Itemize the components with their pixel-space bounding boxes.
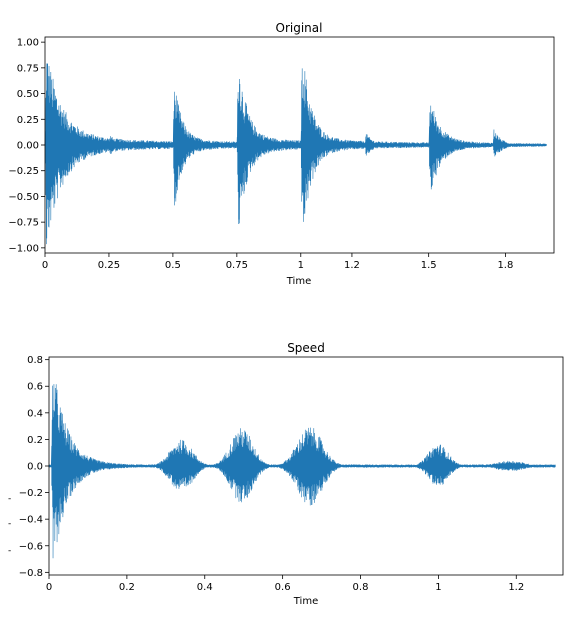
x-tick-label: 0.8 — [353, 582, 369, 593]
x-tick-label: 0 — [46, 582, 52, 593]
x-tick-label: 1.5 — [421, 260, 437, 271]
x-tick-label: 0.4 — [197, 582, 213, 593]
waveform-line — [48, 384, 556, 559]
y-tick-label: −0.2 — [19, 488, 43, 499]
x-tick-label: 0.6 — [275, 582, 291, 593]
y-tick-label: 1.00 — [17, 38, 39, 49]
plot-frame — [44, 36, 555, 254]
x-tick-label: 1 — [435, 582, 441, 593]
chart-original: Original 0 0.25 0.5 0.75 1 1.2 1.5 1.81.000.750… — [8, 21, 555, 287]
y-tick-label: 0.75 — [17, 63, 39, 74]
chart-title: Speed — [287, 341, 325, 355]
tick-group: 0 0.25 0.5 0.75 1 1.2 1.5 1.8 1.00 0.75 0.50 0.25 0.… — [8, 38, 513, 271]
tick-group: 0 0.2 0.4 0.6 0.8 1 1.2 0.8 0.6 0.4 0.2 0.0 −0.2 −0.4… — [19, 355, 525, 593]
x-tick-label: 0.2 — [119, 582, 135, 593]
x-tick-label: 0.75 — [226, 260, 248, 271]
y-tick-label: 0.50 — [17, 89, 39, 100]
x-tick-label: 0.25 — [98, 260, 120, 271]
stray-mark: - — [8, 546, 11, 556]
chart-speed: Speed 0 0.2 0.4 0.6 0.8 1 1.2 0.8 0.6 0.4 0.2 0.0 −0… — [19, 341, 564, 607]
waveform-series — [48, 384, 556, 559]
stray-mark: - — [8, 494, 11, 504]
x-tick-label: 1.8 — [497, 260, 513, 271]
chart-title: Original — [276, 21, 323, 35]
y-tick-label: −0.75 — [8, 218, 39, 229]
x-tick-label: 1 — [298, 260, 304, 271]
y-tick-label: 0.4 — [27, 408, 43, 419]
plot-frame — [48, 356, 564, 576]
x-tick-label: 0.5 — [165, 260, 181, 271]
y-tick-label: 0.6 — [27, 382, 43, 393]
waveform-series — [44, 63, 547, 245]
y-tick-label: −0.4 — [19, 515, 43, 526]
x-tick-label: 1.2 — [508, 582, 524, 593]
y-tick-label: −0.6 — [19, 541, 43, 552]
y-tick-label: −0.8 — [19, 568, 43, 579]
x-axis-label: Time — [293, 596, 318, 607]
y-tick-label: 0.8 — [27, 355, 43, 366]
y-tick-label: 0.0 — [27, 462, 43, 473]
y-tick-label: 0.25 — [17, 115, 39, 126]
x-tick-label: 0 — [42, 260, 48, 271]
x-axis-label: Time — [286, 276, 311, 287]
waveform-line — [44, 63, 547, 245]
y-tick-label: −0.25 — [8, 166, 39, 177]
y-tick-label: −0.50 — [8, 192, 39, 203]
x-tick-label: 1.2 — [344, 260, 360, 271]
stray-mark: - — [8, 519, 11, 529]
y-tick-label: 0.00 — [17, 141, 39, 152]
y-tick-label: 0.2 — [27, 435, 43, 446]
y-tick-label: −1.00 — [8, 243, 39, 254]
